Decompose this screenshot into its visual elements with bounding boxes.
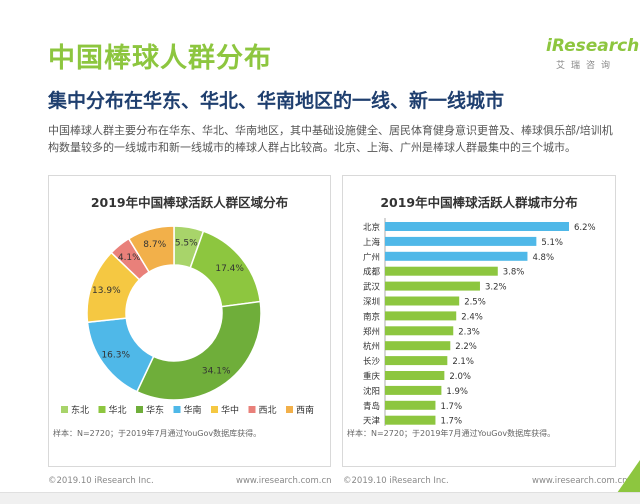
bar-category-南京: 南京 [363, 311, 380, 322]
bar-天津 [385, 415, 436, 425]
legend-swatch-华南 [173, 406, 181, 413]
bar-杭州 [385, 341, 451, 351]
footer-url-right: www.iresearch.com.cn [532, 476, 628, 486]
bar-长沙 [385, 356, 448, 366]
region-chart-panel: 2019年中国棒球活跃人群区域分布 5.5% 17.4% 34.1% 16.3% 13.… [48, 175, 331, 467]
bar-category-深圳: 深圳 [363, 297, 380, 308]
bar-value-长沙: 2.1% [452, 357, 474, 367]
bar-category-广州: 广州 [363, 252, 380, 263]
bar-value-上海: 5.1% [541, 238, 563, 248]
legend-label-西北: 西北 [259, 405, 277, 416]
legend-label-华中: 华中 [221, 404, 239, 416]
legend-label-华南: 华南 [184, 404, 202, 416]
donut-slice-华东 [135, 300, 262, 401]
summary-paragraph: 中国棒球人群主要分布在华东、华北、华南地区，其中基础设施健全、居民体育健身意识更… [48, 124, 613, 154]
legend-label-东北: 东北 [71, 404, 89, 416]
bar-value-北京: 6.2% [574, 223, 596, 233]
bar-category-天津: 天津 [363, 416, 381, 426]
bar-category-沈阳: 沈阳 [363, 386, 380, 397]
city-bar-chart: 北京 6.2% 上海 5.1% 广州 4.8% 成都 3.8% 武汉 3.2% 深圳 2.5% 南京 2.… [363, 218, 596, 426]
bar-沈阳 [385, 385, 442, 395]
footer-url-left: www.iresearch.com.cn [236, 476, 332, 486]
bar-value-郑州: 2.3% [458, 327, 480, 337]
brand-name: iResearch [546, 36, 640, 56]
region-chart-title: 2019年中国棒球活跃人群区域分布 [90, 195, 289, 210]
city-sample-note: 样本：N=2720；于2019年7月通过YouGov数据库获得。 [347, 429, 556, 438]
donut-label-华东: 34.1% [202, 367, 231, 377]
bar-category-杭州: 杭州 [363, 341, 380, 352]
bar-value-沈阳: 1.9% [446, 387, 468, 397]
footer-copyright-right: ©2019.10 iResearch Inc. [343, 476, 449, 486]
bar-value-成都: 3.8% [503, 268, 525, 278]
bar-value-天津: 1.7% [440, 417, 462, 426]
bar-category-北京: 北京 [363, 222, 380, 233]
donut-label-华中: 13.9% [92, 286, 121, 296]
legend-label-西南: 西南 [296, 404, 314, 416]
legend-label-华北: 华北 [109, 404, 127, 416]
region-sample-note: 样本：N=2720；于2019年7月通过YouGov数据库获得。 [53, 429, 262, 438]
legend-swatch-西南 [286, 406, 293, 413]
donut-label-西北: 4.1% [118, 253, 141, 263]
city-chart-title: 2019年中国棒球活跃人群城市分布 [380, 195, 578, 210]
bar-category-郑州: 郑州 [363, 326, 380, 337]
bar-深圳 [385, 296, 460, 306]
bar-北京 [385, 222, 569, 231]
brand-subtitle: 艾瑞咨询 [555, 61, 616, 71]
bar-郑州 [385, 326, 454, 336]
bar-category-武汉: 武汉 [363, 282, 381, 293]
legend-swatch-华东 [136, 406, 143, 413]
bar-value-杭州: 2.2% [455, 342, 477, 352]
bar-category-成都: 成都 [363, 267, 381, 278]
bar-value-青岛: 1.7% [440, 402, 462, 412]
bar-青岛 [385, 400, 436, 410]
city-chart-panel: 2019年中国棒球活跃人群城市分布 北京 6.2% 上海 5.1% 广州 4.8% 成都 3.… [342, 175, 616, 467]
bar-value-武汉: 3.2% [485, 283, 507, 293]
legend-swatch-西北 [248, 406, 256, 413]
page-title: 中国棒球人群分布 [48, 43, 272, 74]
bar-value-南京: 2.4% [461, 312, 483, 322]
bottom-strip [0, 492, 640, 504]
bar-南京 [385, 311, 457, 321]
brand-logo: iResearch 艾瑞咨询 [546, 36, 640, 71]
page-subtitle: 集中分布在华东、华北、华南地区的一线、新一线城市 [48, 90, 505, 112]
bar-成都 [385, 266, 498, 276]
bar-广州 [385, 251, 528, 261]
legend-swatch-华北 [98, 406, 106, 413]
bar-category-上海: 上海 [363, 237, 381, 248]
donut-label-西南: 8.7% [143, 240, 166, 250]
donut-label-华南: 16.3% [101, 350, 130, 360]
donut-slice-西南 [127, 225, 175, 274]
bar-武汉 [385, 281, 480, 291]
legend-swatch-华中 [211, 406, 218, 413]
legend-label-华东: 华东 [146, 404, 164, 416]
bar-上海 [385, 236, 537, 246]
bar-category-青岛: 青岛 [363, 401, 380, 412]
bar-value-广州: 4.8% [532, 253, 554, 263]
donut-label-华北: 17.4% [215, 264, 244, 274]
bar-重庆 [385, 371, 445, 380]
bar-category-重庆: 重庆 [363, 371, 381, 382]
donut-label-东北: 5.5% [175, 239, 198, 249]
region-donut-chart: 5.5% 17.4% 34.1% 16.3% 13.9% 4.1%8.7% 东北 华北 华东 华南… [61, 225, 314, 416]
legend-swatch-东北 [61, 406, 68, 413]
bar-value-重庆: 2.0% [449, 372, 471, 382]
bar-value-深圳: 2.5% [464, 298, 486, 308]
footer-copyright-left: ©2019.10 iResearch Inc. [48, 476, 154, 486]
bar-category-长沙: 长沙 [363, 356, 381, 367]
